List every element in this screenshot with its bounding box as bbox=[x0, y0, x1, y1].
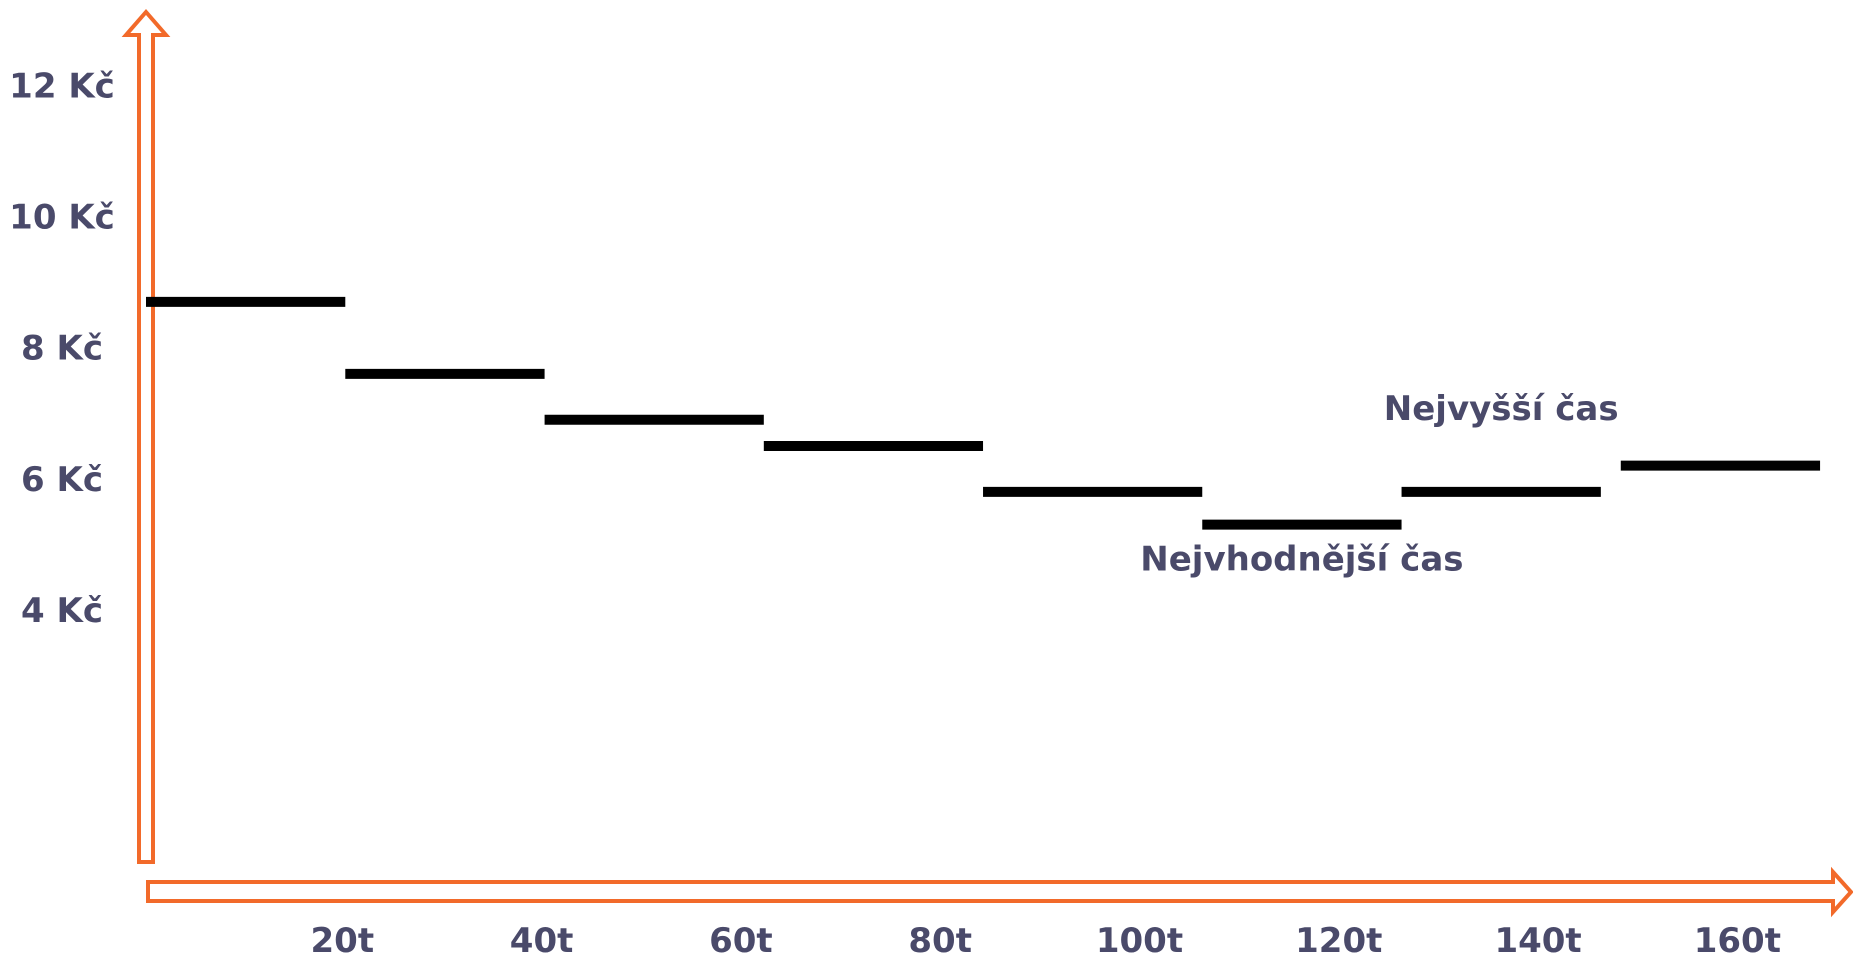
x-tick-label: 120t bbox=[1295, 921, 1382, 957]
x-axis-arrow bbox=[146, 866, 1853, 918]
y-tick-labels: 12 Kč 10 Kč 8 Kč 6 Kč 4 Kč bbox=[9, 67, 115, 631]
x-tick-label: 40t bbox=[510, 921, 574, 957]
price-segments bbox=[146, 296, 1821, 530]
y-tick-label: 4 Kč bbox=[21, 591, 103, 631]
annotation-2: Nejvhodnější čas bbox=[1140, 540, 1463, 580]
y-axis-arrow bbox=[121, 8, 171, 864]
axes bbox=[121, 8, 1853, 918]
x-tick-label: 140t bbox=[1494, 921, 1581, 957]
annotation-1: Nejvyšší čas bbox=[1384, 389, 1619, 429]
y-tick-label: 10 Kč bbox=[9, 198, 115, 238]
x-tick-label: 100t bbox=[1096, 921, 1183, 957]
y-tick-label: 8 Kč bbox=[21, 329, 103, 369]
x-tick-label: 60t bbox=[709, 921, 773, 957]
x-tick-label: 80t bbox=[908, 921, 972, 957]
annotations: Nejvyšší čas Nejvhodnější čas bbox=[1140, 389, 1618, 580]
x-tick-label: 160t bbox=[1694, 921, 1781, 957]
x-tick-label: 20t bbox=[311, 921, 375, 957]
x-tick-labels: 20t 40t 60t 80t 100t 120t 140t 160t bbox=[311, 921, 1781, 957]
y-tick-label: 12 Kč bbox=[9, 67, 115, 107]
y-tick-label: 6 Kč bbox=[21, 460, 103, 500]
